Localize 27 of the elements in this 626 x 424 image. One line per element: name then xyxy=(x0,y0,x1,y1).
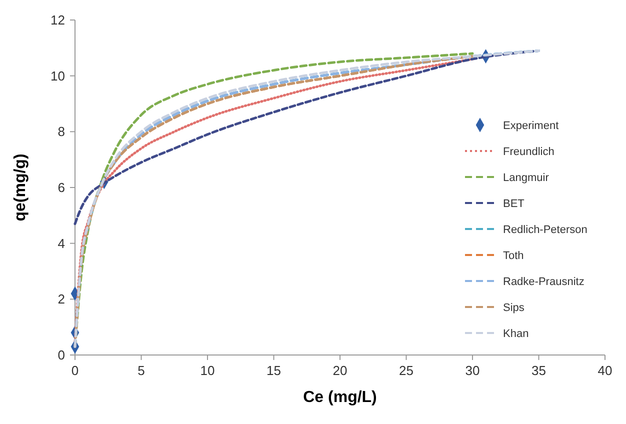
legend-label: Langmuir xyxy=(503,172,550,184)
legend-label: Radke-Prausnitz xyxy=(503,276,584,288)
y-tick-label: 8 xyxy=(58,124,65,140)
x-tick-label: 40 xyxy=(598,363,612,378)
legend-label: Toth xyxy=(503,250,524,262)
x-tick-label: 25 xyxy=(399,363,414,378)
x-tick-label: 20 xyxy=(332,363,348,378)
legend-label: BET xyxy=(503,198,525,210)
y-axis-title: qe(mg/g) xyxy=(12,154,29,222)
x-tick-label: 0 xyxy=(71,363,79,378)
x-tick-label: 35 xyxy=(532,363,546,378)
y-tick-label: 12 xyxy=(50,12,65,28)
y-tick-label: 6 xyxy=(58,180,65,196)
y-tick-label: 10 xyxy=(50,68,65,84)
y-tick-label: 0 xyxy=(58,348,65,363)
y-tick-label: 4 xyxy=(58,236,65,251)
x-tick-label: 30 xyxy=(465,363,480,378)
legend-label: Freundlich xyxy=(503,146,554,158)
x-tick-label: 10 xyxy=(200,363,215,378)
y-tick-label: 2 xyxy=(58,292,65,307)
legend-label: Experiment xyxy=(503,120,559,132)
x-tick-label: 5 xyxy=(138,363,145,378)
legend-label: Khan xyxy=(503,328,529,340)
x-axis-title: Ce (mg/L) xyxy=(303,389,377,406)
legend-label: Sips xyxy=(503,302,525,314)
x-tick-label: 15 xyxy=(266,363,281,378)
legend-label: Redlich-Peterson xyxy=(503,224,588,236)
